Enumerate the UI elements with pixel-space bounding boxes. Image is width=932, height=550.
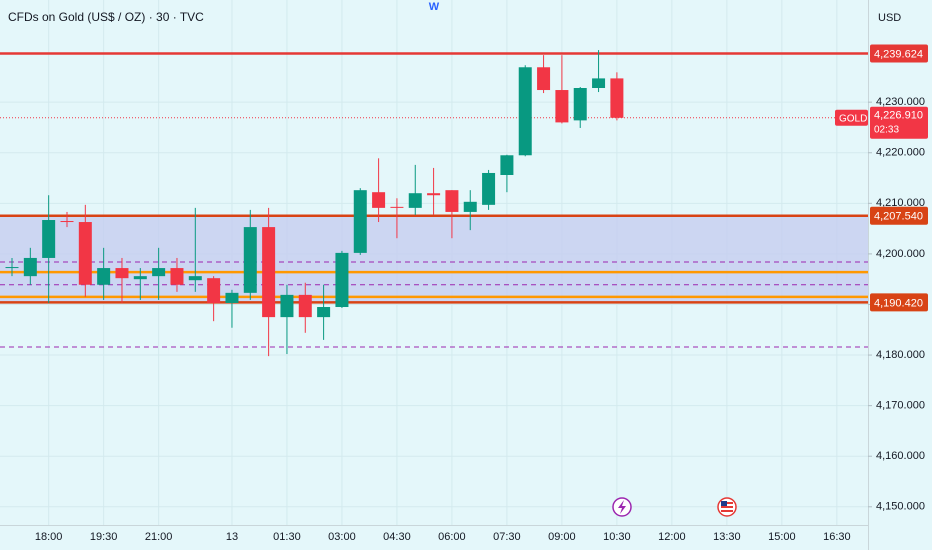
y-tick-label: 4,160.000 <box>876 450 925 462</box>
level-label: 4,207.540 <box>874 211 923 223</box>
candle-body <box>518 67 532 156</box>
y-tick-label: 4,200.000 <box>876 248 925 260</box>
candle-body <box>78 222 92 285</box>
candle-body <box>298 294 312 318</box>
last-price-name-box <box>835 109 868 126</box>
y-tick-label: 4,210.000 <box>876 197 925 209</box>
level-label-box <box>870 293 928 312</box>
last-price-label: 4,226.910 <box>874 110 923 122</box>
event-icon <box>612 497 632 517</box>
x-tick-label: 15:00 <box>768 531 796 543</box>
candle-body <box>225 292 239 303</box>
x-tick-label: 09:00 <box>548 531 576 543</box>
event-icon <box>717 497 737 517</box>
candle-body <box>152 268 166 277</box>
chart-title: CFDs on Gold (US$ / OZ) · 30 · TVC <box>8 10 204 24</box>
candle-body <box>243 227 257 293</box>
candle-body <box>390 206 404 208</box>
candle-body <box>207 278 221 303</box>
candle-body <box>133 276 147 280</box>
candle-body <box>427 193 441 196</box>
last-price-box <box>870 106 928 139</box>
candle-body <box>500 155 514 175</box>
candle-body <box>592 78 606 89</box>
candle-body <box>170 268 184 285</box>
x-tick-label: 13:30 <box>713 531 741 543</box>
level-label-box <box>870 44 928 63</box>
x-tick-label: 01:30 <box>273 531 301 543</box>
candle-body <box>537 67 551 91</box>
levels <box>0 52 868 348</box>
candle-body <box>262 227 276 318</box>
candle-body <box>353 190 367 253</box>
candle-body <box>463 201 477 212</box>
candle-body <box>115 268 129 279</box>
x-tick-label: 07:30 <box>493 531 521 543</box>
x-tick-label: 21:00 <box>145 531 173 543</box>
candle-body <box>372 192 386 208</box>
candle-body <box>317 307 331 318</box>
level-label: 4,190.420 <box>874 297 923 309</box>
candle-body <box>188 276 202 281</box>
y-tick-label: 4,150.000 <box>876 501 925 513</box>
candle-body <box>573 88 587 121</box>
candles <box>5 50 624 357</box>
candle-body <box>280 294 294 318</box>
level-label-box <box>870 206 928 225</box>
last-price-countdown: 02:33 <box>874 124 899 135</box>
candle-body <box>335 252 349 308</box>
level-label: 4,239.624 <box>874 48 923 60</box>
candle-body <box>60 221 74 223</box>
x-tick-label: 10:30 <box>603 531 631 543</box>
candle-body <box>97 268 111 285</box>
x-tick-label: 06:00 <box>438 531 466 543</box>
x-tick-label: 13 <box>226 531 238 543</box>
y-tick-label: 4,170.000 <box>876 400 925 412</box>
x-tick-label: 16:30 <box>823 531 851 543</box>
currency: USD <box>878 12 901 24</box>
candle-body <box>42 220 56 258</box>
y-tick-label: 4,230.000 <box>876 96 925 108</box>
last-price-name: GOLD <box>839 113 867 124</box>
candle-body <box>5 267 19 269</box>
shaded-zone <box>0 215 868 303</box>
x-tick-label: 12:00 <box>658 531 686 543</box>
candle-body <box>445 190 459 212</box>
x-tick-label: 04:30 <box>383 531 411 543</box>
candle-body <box>610 78 624 118</box>
x-tick-label: 03:00 <box>328 531 356 543</box>
marker: W <box>429 1 440 13</box>
y-tick-label: 4,180.000 <box>876 349 925 361</box>
candle-body <box>555 90 569 123</box>
candle-body <box>23 257 37 277</box>
candle-body <box>408 193 422 208</box>
x-tick-label: 18:00 <box>35 531 63 543</box>
x-tick-label: 19:30 <box>90 531 118 543</box>
y-tick-label: 4,220.000 <box>876 147 925 159</box>
candle-body <box>482 172 496 205</box>
labels: 4,150.000 4,160.000 4,170.000 4,180.000 4,19… <box>35 44 928 543</box>
